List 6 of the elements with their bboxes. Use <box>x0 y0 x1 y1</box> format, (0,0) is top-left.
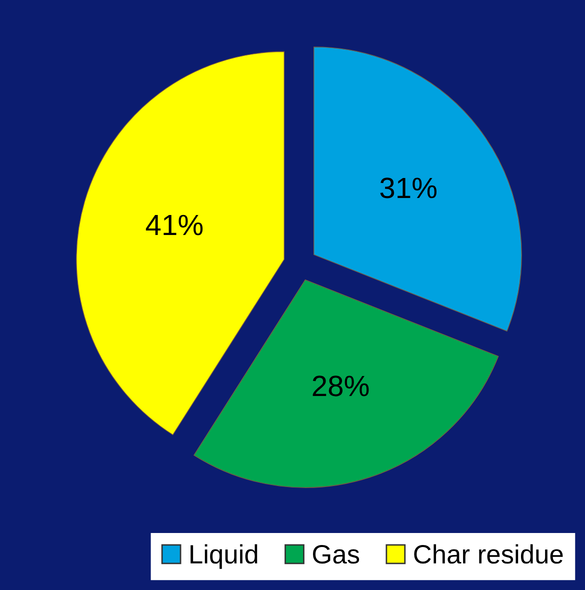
data-label: 28% <box>312 376 369 396</box>
legend-label: Char residue <box>414 544 563 564</box>
legend-label: Gas <box>312 544 360 564</box>
data-label: 41% <box>146 214 203 236</box>
legend-label: Liquid <box>190 544 258 569</box>
data-label: 31% <box>380 178 436 198</box>
